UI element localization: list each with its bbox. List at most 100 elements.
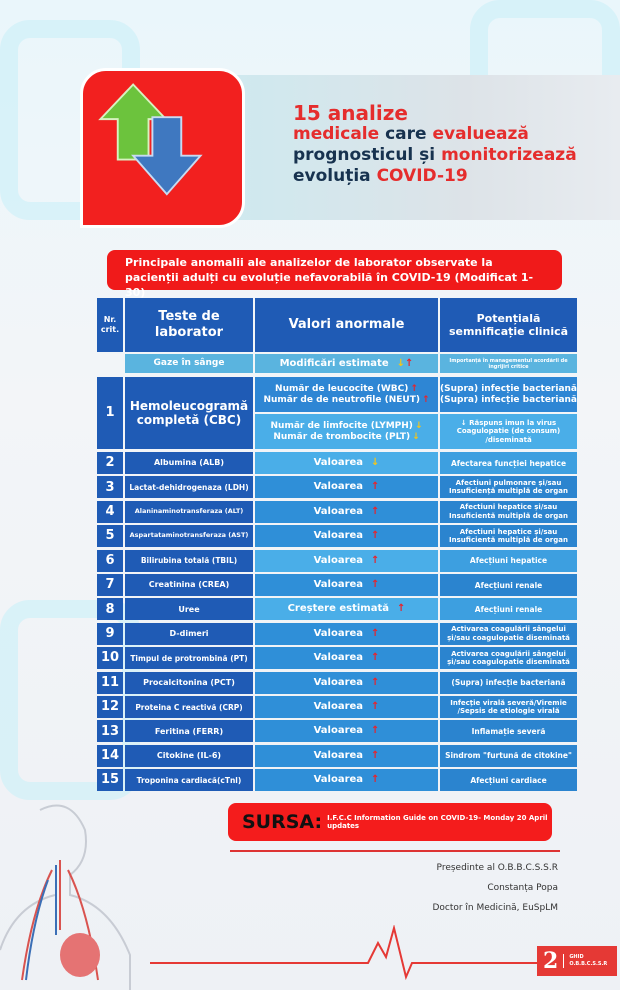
arrow-up-icon: ↑ — [371, 579, 380, 590]
value-text: Valoarea — [313, 676, 364, 688]
value-text: Valoarea — [313, 530, 364, 542]
row-number: 5 — [97, 525, 123, 548]
arrow-up-icon: ↑ — [371, 652, 380, 664]
value-text: Modificări estimate — [279, 357, 389, 369]
clinical-meaning: Infecție virală severă/Viremie /Sepsis d… — [440, 696, 577, 718]
row-number: 7 — [97, 574, 123, 596]
page-label: O.B.B.C.S.S.R — [569, 961, 608, 967]
column-header: Potențială semnificație clinică — [440, 298, 577, 352]
clinical-meaning: Afecțiuni cardiace — [440, 769, 577, 792]
arrow-down-icon: ↓ — [412, 431, 420, 442]
abnormal-value: Valoarea ↑ — [255, 500, 438, 523]
arrow-up-icon: ↑ — [371, 530, 380, 542]
clinical-meaning: Afectarea funcției hepatice — [440, 452, 577, 474]
abnormal-value: Valoarea ↑ — [255, 525, 438, 548]
clinical-meaning: (Supra) infecție bacteriană — [440, 671, 577, 694]
value-text: Creștere estimată — [287, 603, 389, 615]
meaning-line: (Supra) infecție bacteriană — [440, 394, 578, 405]
test-name: Lactat-dehidrogenaza (LDH) — [125, 476, 253, 499]
test-name: Timpul de protrombină (PT) — [125, 647, 253, 670]
arrow-up-icon: ↓↑ — [396, 357, 414, 369]
value-text: Valoarea — [313, 505, 364, 517]
column-header: Nr. crit. — [97, 298, 123, 352]
row-number: 11 — [97, 671, 123, 694]
page-title: 15 analize medicale care evaluează progn… — [293, 103, 577, 187]
anatomy-illustration-icon — [0, 804, 131, 990]
heartbeat-line-icon — [150, 925, 540, 981]
title-word: evoluția — [293, 166, 371, 186]
test-name: Proteina C reactivă (CRP) — [125, 696, 253, 718]
meaning-line: (Supra) infecție bacteriană — [440, 383, 578, 394]
clinical-meaning: Inflamație severă — [440, 720, 577, 743]
value-text: Valoarea — [313, 725, 364, 737]
abnormal-value: Valoarea ↑ — [255, 744, 438, 767]
abnormal-value: Valoarea ↑ — [255, 671, 438, 694]
test-name: Aspartataminotransferaza (AST) — [125, 525, 253, 548]
value-text: Număr de trombocite (PLT) — [273, 431, 411, 442]
page-label: GHID — [569, 954, 584, 960]
abnormal-value: Valoarea ↑ — [255, 549, 438, 572]
value-line: Număr de trombocite (PLT) ↓ — [273, 432, 419, 443]
row-number: 9 — [97, 622, 123, 645]
test-name: Creatinina (CREA) — [125, 574, 253, 596]
arrow-up-icon: ↑ — [371, 749, 380, 761]
arrow-up-icon: ↑ — [397, 603, 406, 615]
row-number: 12 — [97, 696, 123, 718]
abnormal-value: Valoarea ↑ — [255, 647, 438, 670]
row-number: 4 — [97, 500, 123, 523]
page-badge: 2 GHID O.B.B.C.S.S.R — [537, 946, 617, 976]
signature-line: Președinte al O.B.B.C.S.S.R — [436, 863, 558, 873]
row-number: 14 — [97, 744, 123, 767]
test-name: Bilirubina totală (TBIL) — [125, 549, 253, 572]
test-name: Feritina (FERR) — [125, 720, 253, 743]
abnormal-value: Valoarea ↑ — [255, 720, 438, 743]
header-band — [235, 75, 620, 220]
title-word: COVID-19 — [376, 166, 468, 186]
source-banner: SURSA: I.F.C.C Information Guide on COVI… — [228, 803, 552, 841]
clinical-meaning: Afectiuni pulmonare și/sau Insuficiență … — [440, 476, 577, 499]
row-number: 15 — [97, 769, 123, 792]
test-name: Troponina cardiacă(cTnl) — [125, 769, 253, 792]
clinical-meaning: Importanță în managementul acordării de … — [440, 354, 577, 373]
abnormal-value: Creștere estimată ↑ — [255, 598, 438, 621]
value-text: Valoarea — [313, 652, 364, 664]
arrow-up-icon: ↑ — [371, 627, 380, 639]
value-text: Valoarea — [313, 481, 364, 493]
abnormal-value: Număr de leucocite (WBC) ↑ Număr de de neu… — [255, 377, 438, 412]
value-text: Valoarea — [313, 579, 364, 590]
arrow-up-icon: ↑ — [371, 725, 380, 737]
value-text: Număr de limfocite (LYMPH) — [270, 420, 413, 431]
row-number: 1 — [97, 377, 123, 449]
column-header: Teste de laborator — [125, 298, 253, 352]
row-number — [97, 354, 123, 373]
divider — [230, 850, 560, 852]
column-header: Valori anormale — [255, 298, 438, 352]
clinical-meaning: (Supra) infecție bacteriană (Supra) infec… — [440, 377, 577, 412]
row-number: 8 — [97, 598, 123, 621]
title-word: monitorizează — [441, 145, 577, 165]
clinical-meaning: Activarea coagulării sângelui și/sau coa… — [440, 622, 577, 645]
abnormal-value: Valoarea ↑ — [255, 574, 438, 596]
source-label: SURSA: — [242, 811, 323, 833]
arrow-down-icon: ↓ — [414, 420, 423, 431]
value-text: Valoarea — [313, 774, 364, 786]
table-subtitle: Principale anomalii ale analizelor de la… — [107, 250, 562, 299]
clinical-meaning: Afectiuni hepatice și/sau Insuficientă m… — [440, 500, 577, 523]
value-text: Număr de de neutrofile (NEUT) — [263, 394, 420, 405]
arrow-down-icon: ↓ — [371, 457, 380, 468]
clinical-meaning: Afectiuni hepatice și/sau Insuficientă m… — [440, 525, 577, 548]
test-name: Uree — [125, 598, 253, 621]
abnormal-value: Modificări estimate ↓↑ — [255, 354, 438, 373]
clinical-meaning: ↓ Răspuns imun la virus Coagulopatie (de … — [440, 414, 577, 449]
arrow-up-icon: ↑ — [371, 676, 380, 688]
abnormal-value: Valoarea ↓ — [255, 452, 438, 474]
arrow-up-icon: ↑ — [410, 383, 418, 394]
signature: Președinte al O.B.B.C.S.S.R Constanța Po… — [432, 858, 558, 918]
arrow-up-icon: ↑ — [421, 394, 430, 405]
test-name: Citokine (IL-6) — [125, 744, 253, 767]
arrow-up-icon: ↑ — [371, 701, 380, 712]
test-name: Albumina (ALB) — [125, 452, 253, 474]
value-text: Număr de leucocite (WBC) — [275, 383, 409, 394]
clinical-meaning: Afecțiuni hepatice — [440, 549, 577, 572]
title-word: evaluează — [432, 124, 529, 144]
